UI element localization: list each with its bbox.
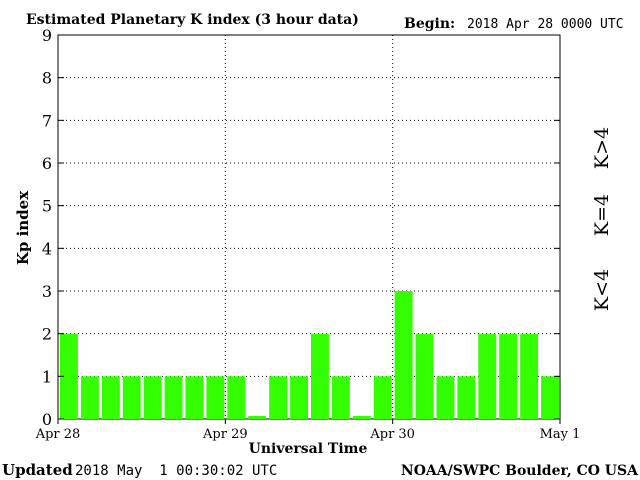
updated-label: Updated — [2, 461, 73, 479]
kp-bar — [499, 333, 518, 419]
kp-bar — [101, 376, 120, 419]
x-tick-label: May 1 — [540, 427, 581, 442]
kp-bar — [478, 333, 497, 419]
kp-bar — [541, 376, 559, 419]
kp-bar — [311, 333, 329, 419]
chart-title: Estimated Planetary K index (3 hour data… — [26, 12, 359, 28]
begin-value: 2018 Apr 28 0000 UTC — [467, 17, 624, 32]
y-tick-label: 8 — [42, 69, 52, 88]
kp-bar — [206, 376, 225, 419]
y-tick-label: 5 — [42, 197, 52, 216]
kp-bar — [248, 416, 267, 419]
plot-frame — [57, 34, 561, 420]
kp-bar — [60, 333, 78, 419]
kp-bar — [80, 376, 99, 419]
y-tick-label: 7 — [42, 111, 52, 130]
kp-bar — [436, 376, 455, 419]
kp-bar — [269, 376, 288, 419]
kp-bar — [290, 376, 308, 419]
y-axis-label: Kp index — [14, 190, 32, 265]
y-tick-label: 9 — [42, 26, 52, 45]
axes-layer: 0 1 2 3 4 5 6 7 8 9 Apr 28 Apr 29 Apr 30 May 1 — [35, 26, 581, 442]
kp-bar — [164, 376, 183, 419]
x-tick-label: Apr 30 — [369, 427, 415, 442]
x-axis-label: Universal Time — [249, 441, 368, 457]
kp-bar — [331, 376, 350, 419]
kp-bar — [457, 376, 476, 419]
kp-bar — [352, 416, 371, 419]
y-tick-label: 4 — [42, 239, 52, 258]
kp-bar — [373, 376, 392, 419]
y-tick-label: 0 — [42, 410, 52, 429]
kp-bar — [143, 376, 162, 419]
y-tick-label: 1 — [42, 367, 52, 386]
source-label: NOAA/SWPC Boulder, CO USA — [401, 463, 639, 479]
y-tick-label: 6 — [42, 154, 52, 173]
y-tick-label: 3 — [42, 282, 52, 301]
begin-label: Begin: — [404, 16, 455, 32]
kp-bar — [415, 333, 434, 419]
updated-value: 2018 May 1 00:30:02 UTC — [75, 463, 277, 479]
kp-bar — [227, 376, 246, 419]
kp-bar — [520, 333, 539, 419]
legend-k-above-4: K>4 — [591, 127, 613, 169]
plot-area — [57, 34, 561, 420]
bars-layer — [60, 291, 559, 419]
legend-k-equal-4: K=4 — [591, 194, 613, 236]
x-tick-label: Apr 29 — [202, 427, 248, 442]
y-tick-label: 2 — [42, 325, 52, 344]
legend-k-below-4: K<4 — [591, 269, 613, 311]
x-tick-label: Apr 28 — [35, 427, 81, 442]
kp-bar — [122, 376, 141, 419]
kp-bar — [185, 376, 204, 419]
kp-bar — [394, 291, 413, 419]
